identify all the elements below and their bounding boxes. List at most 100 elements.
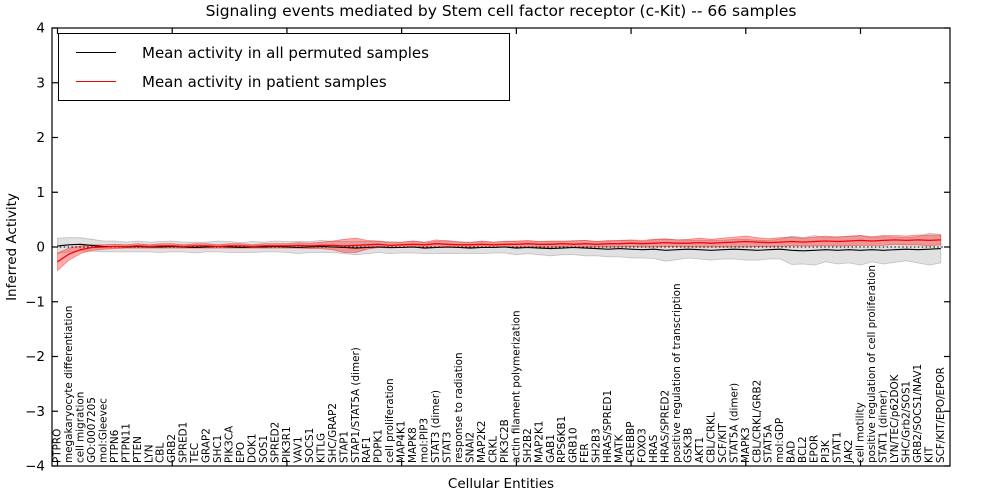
category-label: GSK3B (682, 428, 694, 463)
category-label: PTPN11 (120, 423, 132, 463)
category-label: SCF/KIT (717, 423, 729, 463)
legend: Mean activity in all permuted samples Me… (58, 33, 510, 101)
category-label: EPO (235, 442, 247, 463)
category-label: mol:GDP (774, 418, 786, 463)
patient-line (57, 239, 941, 263)
category-label: FOXO3 (637, 428, 649, 463)
category-label: LYN (143, 444, 155, 463)
category-label: MAP4K1 (396, 421, 408, 463)
category-label: VAV1 (292, 436, 304, 463)
category-label: SHC1 (212, 435, 224, 463)
legend-item-patient: Mean activity in patient samples (59, 67, 509, 96)
category-label: SH2B3 (591, 428, 603, 463)
category-label: HRAS (648, 434, 660, 463)
category-label: GAB1 (545, 434, 557, 463)
category-label: FER (579, 443, 591, 463)
category-label: response to radiation (453, 352, 465, 463)
y-tick-label: −2 (25, 349, 45, 365)
category-label: PDPK1 (373, 429, 385, 463)
category-label: CBL/CRKL/GRB2 (751, 380, 763, 463)
category-label: PIK3R1 (281, 426, 293, 463)
category-label: SPRED2 (269, 422, 281, 463)
category-label: GRB10 (568, 427, 580, 463)
category-label: GRB2/SOCS1/NAV1 (912, 364, 924, 463)
y-axis-label: Inferred Activity (4, 193, 20, 301)
category-label: CREBBP (625, 421, 637, 463)
category-label: STAT5A (dimer) (728, 383, 740, 463)
y-tick-label: 2 (36, 130, 45, 146)
legend-label-permuted: Mean activity in all permuted samples (142, 43, 429, 62)
category-label: SOS1 (258, 435, 270, 463)
category-label: megakaryocyte differentiation (63, 306, 75, 463)
category-label: actin filament polymerization (510, 310, 522, 463)
category-label: SNAI2 (464, 432, 476, 463)
y-tick-label: 3 (36, 75, 45, 91)
category-label: SCF/KIT/EPO/EPOR (935, 367, 947, 463)
category-label: cell migration (74, 392, 86, 463)
category-label: CRKL (487, 436, 499, 463)
y-tick-label: 1 (36, 185, 45, 201)
category-label: positive regulation of transcription (671, 283, 683, 463)
category-label: SPRED1 (178, 422, 190, 463)
category-label: SHC/Grb2/SOS1 (900, 381, 912, 463)
category-label: MAPK3 (740, 427, 752, 463)
y-tick-label: 4 (36, 21, 45, 37)
category-label: STAT1 (832, 432, 844, 463)
category-label: CBL (155, 443, 167, 463)
category-label: GO:0007205 (86, 397, 98, 463)
category-label: PIK3CA (224, 425, 236, 463)
permuted-band (57, 232, 942, 266)
category-label: MATK (614, 433, 626, 463)
category-label: SHC/GRAP2 (327, 403, 339, 463)
category-label: BAD (786, 441, 798, 463)
category-label: MAP2K1 (533, 421, 545, 463)
category-label: LYN/TEC/p62DOK (889, 373, 901, 463)
category-label: MAPK8 (407, 427, 419, 463)
category-label: EPOR (809, 435, 821, 463)
legend-item-permuted: Mean activity in all permuted samples (59, 38, 509, 67)
category-label: GRAP2 (201, 428, 213, 463)
red-line-icon (76, 81, 116, 82)
category-label: CBL/CRKL (705, 412, 717, 463)
y-tick-label: −4 (25, 459, 45, 475)
category-label: AKT1 (694, 437, 706, 463)
category-label: PTPRO (52, 429, 64, 463)
category-label: cell proliferation (384, 378, 396, 463)
category-label: GRB2 (166, 434, 178, 463)
category-label: STAT3 (442, 432, 454, 463)
category-label: RPS6KB1 (556, 416, 568, 463)
patient-band (57, 234, 942, 272)
category-label: STAT3 (dimer) (430, 390, 442, 463)
category-label: STAP1 (338, 431, 350, 463)
category-label: PIK3C2B (499, 419, 511, 463)
category-label: RAF1 (361, 437, 373, 464)
category-label: STAP1/STAT5A (dimer) (350, 347, 362, 463)
category-label: DOK1 (247, 433, 259, 463)
category-label: KIT (923, 446, 935, 463)
category-label: STAT5A (763, 424, 775, 463)
category-label: JAK2 (843, 440, 855, 464)
category-label: HRAS/SPRED1 (602, 390, 614, 463)
legend-label-patient: Mean activity in patient samples (142, 72, 387, 91)
category-label: positive regulation of cell proliferatio… (866, 265, 878, 463)
category-label: MAP2K2 (476, 421, 488, 463)
y-tick-label: 0 (36, 240, 45, 256)
category-label: PI3K (820, 439, 832, 463)
category-label: BCL2 (797, 436, 809, 463)
category-label: mol:Gleevec (97, 398, 109, 463)
category-label: mol:PIP3 (419, 418, 431, 463)
category-label: PTEN (132, 436, 144, 463)
black-line-icon (76, 52, 116, 53)
category-label: HRAS/SPRED2 (659, 390, 671, 463)
category-label: STAT1 (dimer) (877, 390, 889, 463)
category-label: KITLG (315, 433, 327, 463)
category-label: PTPN6 (109, 430, 121, 463)
category-label: cell motility (855, 402, 867, 463)
y-tick-label: −3 (25, 404, 45, 420)
category-label: TEC (189, 443, 201, 464)
chart-title: Signaling events mediated by Stem cell f… (205, 2, 797, 20)
category-label: SH2B2 (522, 428, 534, 463)
y-tick-label: −1 (25, 294, 45, 310)
